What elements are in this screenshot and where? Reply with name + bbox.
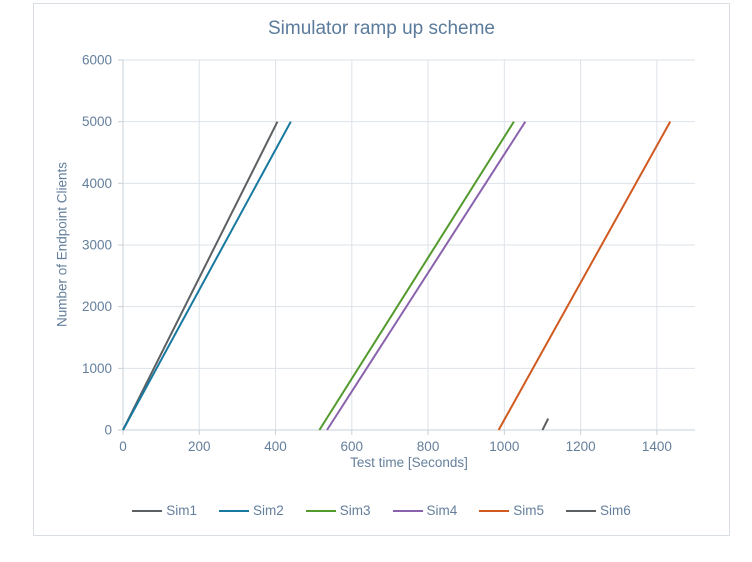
legend-item-sim1: Sim1 bbox=[132, 503, 197, 518]
chart-legend: Sim1 Sim2 Sim3 Sim4 Sim5 Sim6 bbox=[33, 503, 730, 518]
x-tick-label: 1400 bbox=[642, 439, 672, 454]
legend-label: Sim5 bbox=[513, 503, 545, 518]
x-tick-label: 600 bbox=[341, 439, 364, 454]
x-tick-label: 200 bbox=[188, 439, 211, 454]
legend-label: Sim3 bbox=[339, 503, 371, 518]
y-tick-label: 6000 bbox=[82, 53, 112, 68]
y-tick-label: 2000 bbox=[82, 299, 112, 314]
legend-label: Sim1 bbox=[166, 503, 197, 518]
y-tick-label: 0 bbox=[104, 423, 112, 438]
legend-swatch bbox=[566, 509, 597, 512]
x-tick-label: 1000 bbox=[489, 439, 519, 454]
x-tick-label: 800 bbox=[417, 439, 440, 454]
legend-swatch bbox=[305, 509, 336, 512]
legend-item-sim5: Sim5 bbox=[479, 503, 544, 518]
legend-swatch bbox=[479, 509, 510, 512]
legend-swatch bbox=[392, 509, 423, 512]
legend-item-sim4: Sim4 bbox=[392, 503, 458, 518]
legend-item-sim6: Sim6 bbox=[566, 503, 631, 518]
series-line-sim1 bbox=[122, 121, 279, 431]
chart-frame bbox=[33, 3, 730, 536]
y-tick-label: 5000 bbox=[82, 114, 112, 129]
chart-title: Simulator ramp up scheme bbox=[267, 18, 496, 39]
legend-label: Sim2 bbox=[252, 503, 284, 518]
legend-item-sim2: Sim2 bbox=[218, 503, 284, 518]
x-axis-title: Test time [Seconds] bbox=[350, 455, 468, 470]
series-line-sim4 bbox=[326, 121, 527, 431]
legend-swatch bbox=[132, 509, 163, 512]
x-tick-label: 1200 bbox=[566, 439, 596, 454]
y-tick-label: 1000 bbox=[82, 361, 112, 376]
series-line-sim5 bbox=[497, 121, 672, 431]
x-tick-label: 400 bbox=[264, 439, 287, 454]
series-line-sim6 bbox=[541, 418, 550, 431]
legend-label: Sim6 bbox=[600, 503, 631, 518]
legend-item-sim3: Sim3 bbox=[305, 503, 371, 518]
series-line-sim3 bbox=[318, 121, 515, 431]
y-tick-label: 4000 bbox=[82, 176, 112, 191]
legend-label: Sim4 bbox=[426, 503, 458, 518]
y-tick-label: 3000 bbox=[82, 238, 112, 253]
y-axis-title: Number of Endpoint Clients bbox=[54, 161, 70, 328]
legend-swatch bbox=[218, 509, 249, 512]
series-line-sim2 bbox=[122, 121, 292, 431]
x-tick-label: 0 bbox=[119, 439, 127, 454]
